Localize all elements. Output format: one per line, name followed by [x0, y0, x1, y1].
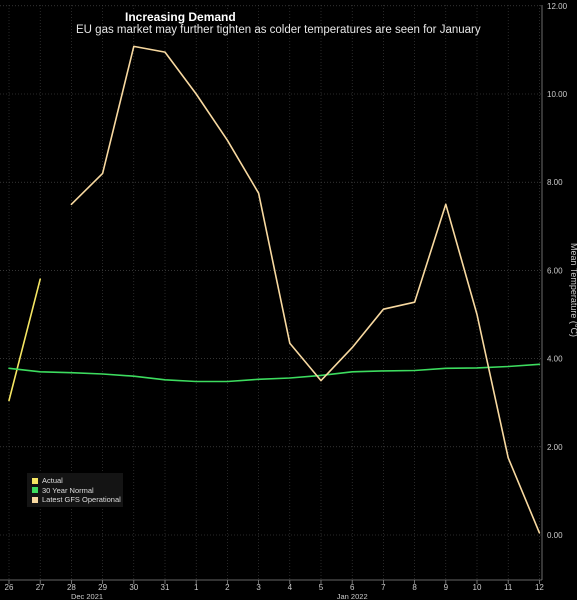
x-tick-label: 11 — [504, 583, 513, 592]
y-axis-label: Mean Temperature (°C) — [569, 243, 577, 337]
legend-item-gfs: Latest GFS Operational — [32, 495, 123, 505]
legend-label-normal: 30 Year Normal — [42, 485, 94, 495]
legend-swatch-normal — [32, 487, 38, 494]
y-tick-label: 6.00 — [547, 266, 563, 275]
x-tick-label: 26 — [5, 583, 14, 592]
x-tick-label: 6 — [350, 583, 355, 592]
x-tick-label: 5 — [319, 583, 324, 592]
legend-label-gfs: Latest GFS Operational — [42, 495, 121, 505]
x-tick-label: 28 — [67, 583, 76, 592]
series-lines — [8, 45, 541, 534]
legend: Actual 30 Year Normal Latest GFS Operati… — [27, 473, 123, 507]
y-tick-label: 10.00 — [547, 90, 568, 99]
x-tick-label: 10 — [473, 583, 482, 592]
x-tick-label: 4 — [288, 583, 293, 592]
x-tick-label: 9 — [444, 583, 449, 592]
y-tick-label: 8.00 — [547, 178, 563, 187]
x-tick-label: 30 — [129, 583, 138, 592]
legend-label-actual: Actual — [42, 476, 63, 486]
x-month-label: Dec 2021 — [71, 592, 103, 600]
series-line-actual — [8, 278, 41, 402]
x-tick-label: 8 — [412, 583, 417, 592]
series-line-30-year-normal — [8, 363, 541, 383]
x-tick-label: 1 — [194, 583, 199, 592]
chart-title: Increasing Demand — [125, 10, 236, 24]
x-tick-label: 2 — [225, 583, 230, 592]
y-tick-label: 2.00 — [547, 443, 563, 452]
chart-subtitle: EU gas market may further tighten as col… — [76, 24, 481, 36]
x-tick-label: 31 — [161, 583, 170, 592]
legend-item-normal: 30 Year Normal — [32, 486, 123, 496]
series-line-latest-gfs-operational — [70, 45, 541, 534]
x-month-label: Jan 2022 — [337, 592, 368, 600]
x-tick-label: 12 — [535, 583, 544, 592]
x-tick-label: 3 — [256, 583, 261, 592]
y-tick-label: 0.00 — [547, 531, 563, 540]
y-tick-label: 12.00 — [547, 2, 568, 11]
y-tick-label: 4.00 — [547, 355, 563, 364]
x-tick-label: 29 — [98, 583, 107, 592]
x-tick-label: 7 — [381, 583, 386, 592]
legend-item-actual: Actual — [32, 476, 123, 486]
x-tick-label: 27 — [36, 583, 45, 592]
legend-swatch-gfs — [32, 496, 38, 503]
legend-swatch-actual — [32, 477, 38, 484]
grid-lines — [0, 5, 542, 580]
